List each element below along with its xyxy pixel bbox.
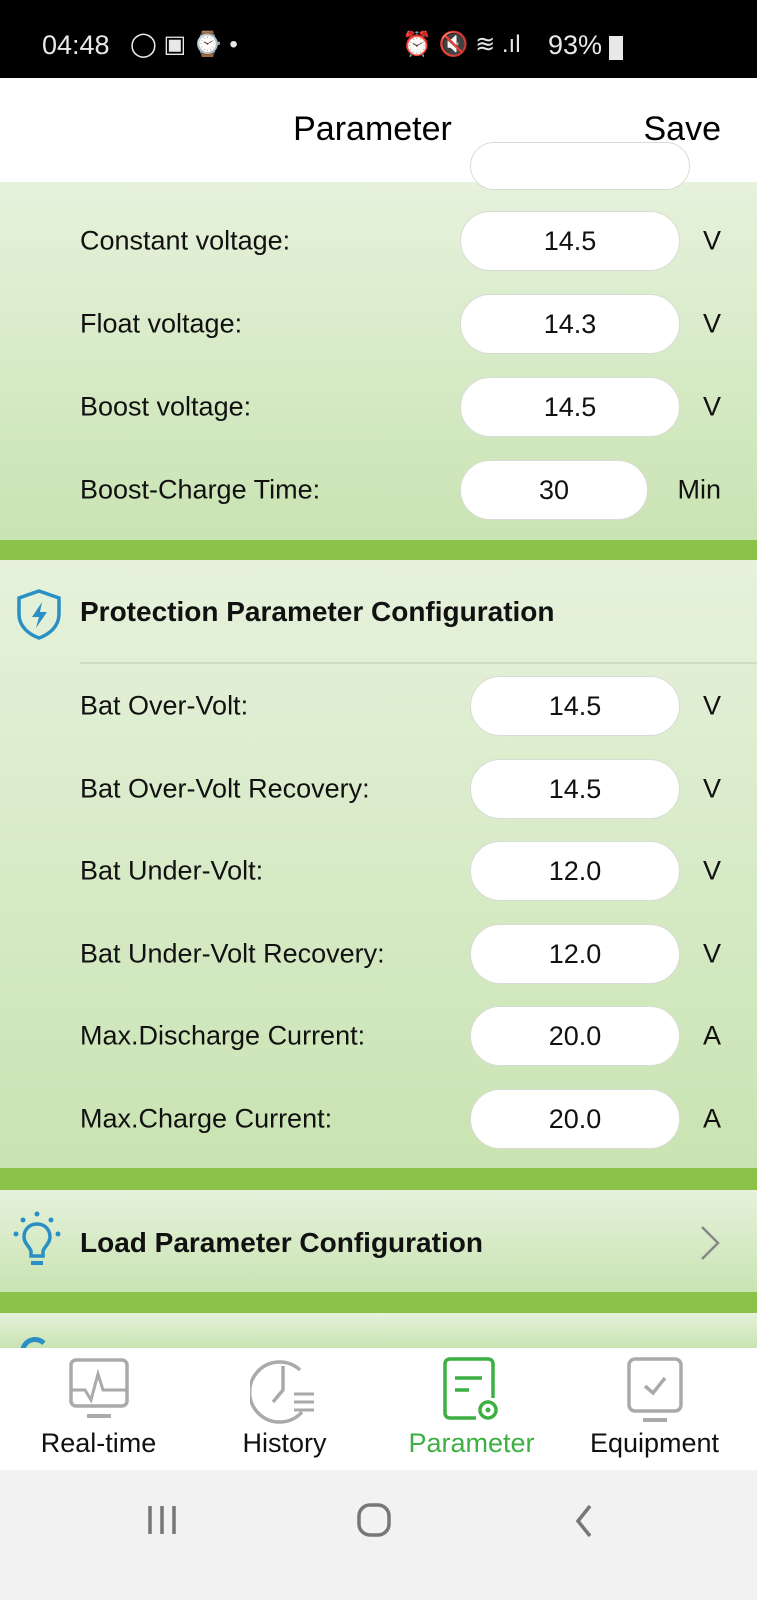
battery-icon <box>609 36 623 60</box>
param-label: Float voltage: <box>80 308 243 339</box>
tab-equipment[interactable]: Equipment <box>560 1348 749 1470</box>
param-label: Max.Charge Current: <box>80 1103 333 1134</box>
param-input[interactable]: 14.5 <box>470 676 680 736</box>
param-unit: A <box>702 1020 721 1051</box>
param-unit: V <box>702 855 721 886</box>
param-input[interactable]: 14.5 <box>460 211 680 271</box>
system-icons: ⏰ 🔇 ≋ .ıl <box>402 31 521 58</box>
param-unit: V <box>702 308 721 339</box>
battery-level: 93% <box>548 30 603 60</box>
notification-icons: ◯ ▣ ⌚ • <box>130 31 238 58</box>
lightbulb-icon <box>13 1211 61 1265</box>
home-icon[interactable] <box>356 1502 392 1538</box>
clock-list-icon <box>249 1360 314 1424</box>
chevron-right-icon <box>701 1226 720 1260</box>
status-bar: 04:48 ◯ ▣ ⌚ • ⏰ 🔇 ≋ .ıl 93% <box>0 0 757 78</box>
section-separator <box>0 1168 757 1190</box>
section-separator <box>0 540 757 560</box>
param-label: Boost voltage: <box>80 391 252 422</box>
shield-bolt-icon <box>17 589 61 640</box>
page-title: Parameter <box>293 110 452 148</box>
param-input[interactable]: 20.0 <box>470 1006 680 1066</box>
param-unit: Min <box>677 474 721 505</box>
tab-label: Real-time <box>40 1428 157 1458</box>
protection-section-title: Protection Parameter Configuration <box>80 596 555 627</box>
next-section-partial <box>0 1313 757 1367</box>
load-section-title: Load Parameter Configuration <box>80 1227 483 1258</box>
param-unit: V <box>702 391 721 422</box>
bottom-tab-bar: Real-time History Parameter Equipment <box>0 1348 757 1470</box>
param-label: Constant voltage: <box>80 225 291 256</box>
status-time: 04:48 <box>42 30 110 60</box>
param-unit: V <box>702 773 721 804</box>
tab-parameter[interactable]: Parameter <box>377 1348 566 1470</box>
divider <box>80 662 757 664</box>
tab-history[interactable]: History <box>190 1348 379 1470</box>
monitor-pulse-icon <box>68 1358 129 1418</box>
tab-label: Parameter <box>408 1428 535 1458</box>
param-label: Bat Under-Volt: <box>80 855 264 886</box>
system-nav-bar <box>0 1470 757 1600</box>
param-unit: V <box>702 690 721 721</box>
param-input[interactable]: 14.5 <box>470 759 680 819</box>
param-unit: V <box>702 225 721 256</box>
param-label: Bat Under-Volt Recovery: <box>80 938 385 969</box>
document-gear-icon <box>442 1357 498 1420</box>
device-check-icon <box>626 1357 683 1422</box>
param-input[interactable]: 14.3 <box>460 294 680 354</box>
tab-label: History <box>242 1428 327 1458</box>
param-input[interactable]: 30 <box>460 460 648 520</box>
param-label: Boost-Charge Time: <box>80 474 321 505</box>
back-icon[interactable] <box>574 1504 594 1538</box>
load-section-header[interactable]: Load Parameter Configuration <box>0 1190 757 1292</box>
tab-label: Equipment <box>589 1428 720 1458</box>
recent-apps-icon[interactable] <box>146 1504 178 1536</box>
param-input[interactable]: 14.5 <box>460 377 680 437</box>
param-unit: V <box>702 938 721 969</box>
app-header: Parameter Save <box>0 78 757 182</box>
param-label: Bat Over-Volt Recovery: <box>80 773 370 804</box>
param-label: Bat Over-Volt: <box>80 690 249 721</box>
param-label: Max.Discharge Current: <box>80 1020 366 1051</box>
param-input[interactable]: 12.0 <box>470 841 680 901</box>
param-unit: A <box>702 1103 721 1134</box>
param-input[interactable]: 20.0 <box>470 1089 680 1149</box>
tab-real-time[interactable]: Real-time <box>4 1348 193 1470</box>
param-input[interactable]: 12.0 <box>470 924 680 984</box>
section-separator <box>0 1292 757 1313</box>
save-button[interactable]: Save <box>643 110 722 148</box>
partial-input[interactable] <box>470 142 690 190</box>
